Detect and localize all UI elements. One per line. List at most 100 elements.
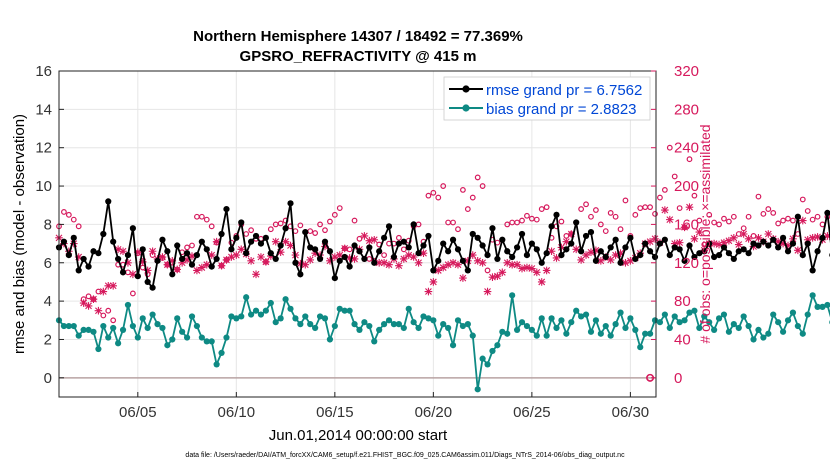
bias-point (90, 328, 97, 335)
bias-point (380, 321, 388, 328)
assimilated-obs-point (335, 251, 344, 259)
assimilated-obs-point (331, 253, 339, 261)
bias-point (474, 386, 481, 393)
assimilated-obs-glyph (109, 281, 117, 290)
rmse-point (770, 236, 777, 243)
rmse-point (775, 244, 782, 251)
assimilated-obs-glyph (823, 232, 830, 240)
assimilated-obs-glyph (803, 235, 812, 244)
bias-point (144, 324, 151, 332)
assimilated-obs-glyph (311, 249, 319, 257)
assimilated-obs-point (670, 239, 679, 248)
bias-point (513, 326, 521, 333)
rmse-point (642, 240, 649, 247)
bias-point (248, 311, 255, 318)
assimilated-obs-glyph (178, 258, 186, 267)
possible-obs-point (740, 225, 747, 232)
bias-point (543, 332, 550, 339)
assimilated-obs-point (444, 260, 452, 269)
rmse-point (715, 251, 723, 259)
possible-obs-point (198, 213, 205, 220)
assimilated-obs-glyph (409, 253, 418, 261)
bias-point (223, 334, 230, 341)
assimilated-obs-point (193, 266, 201, 275)
bias-point (573, 307, 580, 314)
legend: rmse grand pr = 6.7562 bias grand pr = 2… (443, 76, 651, 121)
possible-obs-point (647, 204, 653, 211)
possible-obs-point (612, 213, 619, 220)
assimilated-obs-glyph (651, 234, 659, 243)
assimilated-obs-glyph (739, 230, 748, 238)
assimilated-obs-point (439, 263, 448, 272)
assimilated-obs-point (345, 254, 354, 262)
assimilated-obs-glyph (685, 203, 694, 211)
assimilated-obs-glyph (606, 256, 615, 264)
bias-point (676, 319, 683, 326)
bias-point (154, 321, 161, 328)
bias-point (563, 330, 570, 337)
rmse-point (750, 240, 757, 247)
assimilated-obs-point (798, 216, 807, 225)
assimilated-obs-point (794, 246, 802, 255)
assimilated-obs-point (257, 253, 265, 261)
assimilated-obs-glyph (198, 263, 206, 272)
possible-obs-point (100, 312, 107, 319)
rmse-point (518, 230, 526, 238)
assimilated-obs-point (503, 258, 512, 267)
assimilated-obs-glyph (444, 260, 452, 269)
assimilated-obs-glyph (621, 258, 630, 267)
possible-obs-point (317, 221, 323, 228)
rmse-point (336, 257, 343, 264)
bias-point (627, 315, 634, 322)
bias-point (779, 328, 787, 335)
assimilated-obs-point (434, 266, 443, 275)
rmse-point (784, 248, 792, 255)
assimilated-obs-glyph (331, 253, 339, 261)
rmse-point (523, 251, 531, 259)
bias-point (528, 326, 535, 333)
assimilated-obs-glyph (119, 247, 127, 256)
assimilated-obs-glyph (577, 256, 585, 264)
bias-point (390, 321, 398, 328)
possible-obs-point (583, 201, 589, 208)
assimilated-obs-glyph (227, 253, 236, 261)
assimilated-obs-glyph (99, 287, 108, 296)
y-tick-label: 0 (44, 370, 52, 387)
assimilated-obs-glyph (774, 237, 782, 246)
assimilated-obs-glyph (715, 240, 723, 249)
rmse-point (124, 251, 132, 259)
possible-obs-point (726, 218, 732, 225)
bias-point (65, 322, 72, 330)
rmse-point (228, 246, 235, 253)
assimilated-obs-point (616, 249, 625, 257)
rmse-point (75, 267, 82, 274)
bias-point (469, 332, 476, 339)
bias-point (666, 324, 673, 332)
possible-obs-point (440, 183, 447, 189)
assimilated-obs-point (587, 248, 595, 257)
possible-obs-point (804, 208, 811, 214)
assimilated-obs-point (606, 256, 615, 264)
rmse-series (55, 198, 830, 291)
assimilated-obs-point (744, 234, 753, 243)
possible-obs-point (129, 290, 136, 297)
assimilated-obs-glyph (670, 239, 679, 248)
bias-point (218, 349, 225, 356)
rmse-point (819, 234, 826, 241)
assimilated-obs-point (552, 254, 561, 262)
rmse-point (484, 251, 491, 259)
bias-point (558, 317, 565, 324)
rmse-point (257, 240, 265, 247)
y-tick-label: 12 (35, 140, 52, 157)
assimilated-obs-glyph (454, 260, 462, 269)
rmse-point (469, 230, 476, 238)
bias-point (578, 313, 585, 320)
possible-obs-point (484, 267, 491, 274)
possible-obs-point (716, 221, 722, 228)
bias-point (262, 307, 269, 314)
assimilated-obs-point (385, 260, 393, 269)
y-right-tick-label: 40 (674, 331, 691, 348)
assimilated-obs-glyph (350, 255, 359, 263)
rmse-point (425, 232, 432, 240)
possible-obs-point (711, 219, 718, 226)
